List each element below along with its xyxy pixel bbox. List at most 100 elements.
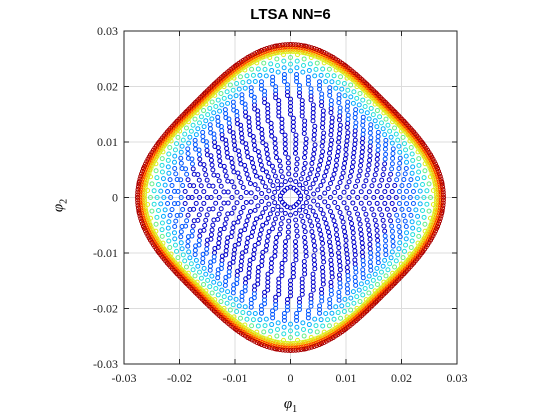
data-point (379, 212, 385, 218)
data-point (180, 183, 186, 189)
data-point (284, 82, 290, 88)
data-point (345, 273, 351, 279)
data-point (393, 131, 399, 137)
data-point (279, 116, 285, 122)
data-point (198, 183, 204, 189)
data-point (243, 244, 249, 250)
data-point (402, 218, 408, 224)
data-point (345, 259, 351, 265)
data-point (380, 126, 386, 132)
data-point (365, 167, 371, 173)
data-point (239, 254, 245, 260)
data-point (385, 267, 391, 273)
data-point (202, 222, 208, 228)
data-point (209, 99, 215, 105)
data-point (334, 236, 340, 242)
data-point (378, 269, 384, 275)
data-point (205, 277, 211, 283)
data-point (270, 183, 276, 189)
data-point (179, 165, 185, 171)
y-tick-label: 0.01 (97, 135, 118, 149)
data-point (244, 73, 250, 79)
data-point (305, 176, 311, 182)
data-point (267, 178, 273, 184)
data-point (380, 217, 386, 223)
data-point (365, 222, 371, 228)
data-point (294, 233, 300, 239)
data-point (263, 247, 269, 253)
data-point (159, 233, 165, 239)
data-point (265, 233, 271, 239)
data-point (373, 222, 379, 228)
data-point (302, 122, 308, 128)
data-point (300, 69, 306, 75)
data-point (206, 183, 212, 189)
data-point (366, 273, 372, 279)
data-point (388, 134, 394, 140)
data-point (274, 333, 280, 339)
data-point (290, 119, 296, 125)
data-point (135, 202, 141, 208)
data-point (360, 244, 366, 250)
data-point (290, 115, 296, 121)
data-point (332, 190, 338, 196)
data-point (383, 238, 389, 244)
data-point (285, 224, 291, 230)
data-point (273, 150, 279, 156)
data-point (136, 208, 142, 214)
data-point (298, 176, 304, 182)
data-point (230, 87, 236, 93)
data-point (342, 296, 348, 302)
data-point (227, 265, 233, 271)
data-point (351, 239, 357, 245)
data-point (310, 106, 316, 112)
data-point (173, 171, 179, 177)
data-point (329, 266, 335, 272)
data-point (371, 212, 377, 218)
data-point (255, 269, 261, 275)
data-point (368, 254, 374, 260)
data-point (266, 188, 272, 194)
data-point (396, 188, 402, 194)
data-point (325, 317, 331, 323)
data-point (281, 314, 287, 320)
data-point (350, 189, 356, 195)
data-point (436, 197, 442, 203)
data-point (234, 189, 240, 195)
data-point (276, 291, 282, 297)
data-point (245, 154, 251, 160)
data-point (417, 188, 423, 194)
data-point (360, 114, 366, 120)
data-point (272, 136, 278, 142)
data-point (169, 182, 175, 188)
data-point (390, 146, 396, 152)
data-point (301, 333, 307, 339)
data-point (311, 132, 317, 138)
data-point (409, 170, 415, 176)
data-point (380, 172, 386, 178)
data-point (141, 163, 147, 169)
data-point (339, 86, 345, 92)
data-point (358, 163, 364, 169)
data-point (221, 95, 227, 101)
data-point (183, 125, 189, 131)
data-point (293, 248, 299, 254)
data-point (197, 120, 203, 126)
data-point (174, 177, 180, 183)
data-point (211, 172, 217, 178)
data-point (389, 249, 395, 255)
data-point (320, 108, 326, 114)
data-point (440, 187, 446, 193)
data-point (300, 218, 306, 224)
data-point (243, 222, 249, 228)
data-point (320, 240, 326, 246)
data-point (366, 99, 372, 105)
data-point (267, 211, 273, 217)
data-point (236, 152, 242, 158)
data-point (336, 135, 342, 141)
data-point (328, 106, 334, 112)
data-point (326, 66, 332, 72)
data-point (230, 99, 236, 105)
data-point (357, 168, 363, 174)
data-point (198, 275, 204, 281)
